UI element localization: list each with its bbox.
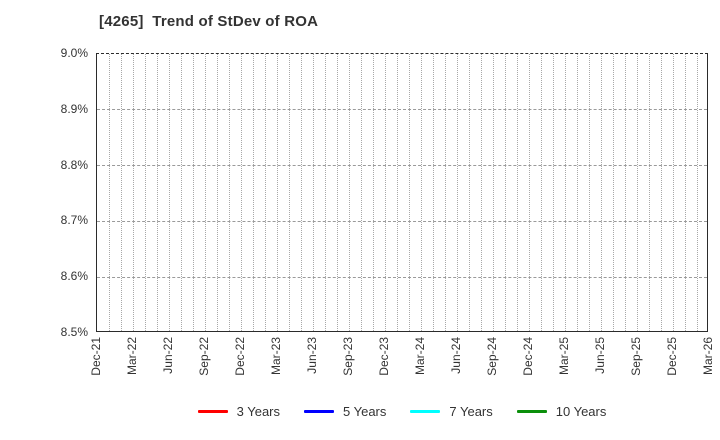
vertical-gridline — [168, 54, 170, 331]
x-tick-label: Sep-24 — [485, 337, 499, 376]
x-tick-label: Jun-22 — [161, 337, 175, 374]
legend-line-swatch — [516, 410, 547, 413]
vertical-gridline — [336, 54, 338, 331]
vertical-gridline — [396, 54, 398, 331]
vertical-gridline — [384, 54, 386, 331]
legend-label: 7 Years — [449, 404, 493, 419]
vertical-gridline — [600, 54, 602, 331]
y-tick-label: 8.8% — [60, 157, 88, 172]
vertical-gridline — [132, 54, 134, 331]
legend-item: 7 Years — [410, 404, 493, 419]
vertical-gridline — [636, 54, 638, 331]
vertical-gridline — [672, 54, 674, 331]
y-tick-label: 8.6% — [60, 269, 88, 284]
vertical-gridline — [240, 54, 242, 331]
x-tick-label: Dec-24 — [521, 337, 535, 376]
vertical-gridline — [300, 54, 302, 331]
x-tick-label: Mar-23 — [269, 337, 283, 376]
vertical-gridline — [156, 54, 158, 331]
vertical-gridline — [564, 54, 566, 331]
x-tick-label: Jun-25 — [593, 337, 607, 374]
x-tick-label: Jun-24 — [449, 337, 463, 374]
vertical-gridline — [264, 54, 266, 331]
y-tick-label: 9.0% — [60, 46, 88, 60]
x-tick-label: Dec-22 — [233, 337, 247, 376]
legend-item: 5 Years — [304, 404, 386, 419]
x-tick-label: Mar-26 — [701, 337, 715, 376]
x-tick-label: Dec-21 — [89, 337, 103, 376]
vertical-gridline — [648, 54, 650, 331]
vertical-gridline — [684, 54, 686, 331]
legend-line-swatch — [197, 410, 228, 413]
vertical-gridline — [588, 54, 590, 331]
vertical-gridline — [420, 54, 422, 331]
legend: 3 Years 5 Years 7 Years 10 Years — [96, 404, 708, 419]
y-tick-label: 8.9% — [60, 101, 88, 116]
x-tick-label: Sep-22 — [197, 337, 211, 376]
vertical-gridline — [468, 54, 470, 331]
y-tick-label: 8.5% — [60, 325, 88, 339]
y-tick-label: 8.7% — [60, 213, 88, 228]
vertical-gridline — [228, 54, 230, 331]
vertical-gridline — [216, 54, 218, 331]
vertical-gridline — [552, 54, 554, 331]
vertical-gridline — [432, 54, 434, 331]
vertical-gridline — [252, 54, 254, 331]
vertical-gridline — [624, 54, 626, 331]
x-tick-label: Dec-25 — [665, 337, 679, 376]
legend-item: 10 Years — [516, 404, 607, 419]
vertical-gridline — [108, 54, 110, 331]
plot-area — [96, 53, 708, 332]
horizontal-gridline — [97, 109, 707, 111]
x-tick-label: Sep-23 — [341, 337, 355, 376]
vertical-gridline — [276, 54, 278, 331]
vertical-gridline — [528, 54, 530, 331]
vertical-gridline — [180, 54, 182, 331]
vertical-gridline — [144, 54, 146, 331]
horizontal-gridline — [97, 276, 707, 278]
vertical-gridline — [516, 54, 518, 331]
vertical-gridline — [408, 54, 410, 331]
legend-line-swatch — [410, 410, 441, 413]
vertical-gridline — [204, 54, 206, 331]
vertical-gridline — [492, 54, 494, 331]
vertical-gridline — [192, 54, 194, 331]
horizontal-gridline — [97, 165, 707, 167]
legend-label: 3 Years — [236, 404, 280, 419]
x-tick-label: Jun-23 — [305, 337, 319, 374]
vertical-gridline — [576, 54, 578, 331]
vertical-gridline — [696, 54, 698, 331]
x-tick-label: Mar-24 — [413, 337, 427, 376]
vertical-gridline — [324, 54, 326, 331]
x-tick-label: Mar-25 — [557, 337, 571, 376]
vertical-gridline — [540, 54, 542, 331]
vertical-gridline — [348, 54, 350, 331]
vertical-gridline — [312, 54, 314, 331]
vertical-gridline — [504, 54, 506, 331]
x-tick-label: Mar-22 — [125, 337, 139, 376]
vertical-gridline — [480, 54, 482, 331]
horizontal-gridline — [97, 220, 707, 222]
vertical-gridline — [456, 54, 458, 331]
vertical-gridline — [660, 54, 662, 331]
vertical-gridline — [372, 54, 374, 331]
chart-title: [4265] Trend of StDev of ROA — [99, 13, 319, 30]
vertical-gridline — [120, 54, 122, 331]
legend-line-swatch — [304, 410, 334, 413]
vertical-gridline — [612, 54, 614, 331]
legend-label: 10 Years — [555, 404, 607, 419]
legend-item: 3 Years — [197, 404, 280, 419]
vertical-gridline — [360, 54, 362, 331]
x-tick-label: Sep-25 — [629, 337, 643, 376]
x-tick-label: Dec-23 — [377, 337, 391, 376]
vertical-gridline — [444, 54, 446, 331]
legend-label: 5 Years — [343, 404, 387, 419]
vertical-gridline — [288, 54, 290, 331]
